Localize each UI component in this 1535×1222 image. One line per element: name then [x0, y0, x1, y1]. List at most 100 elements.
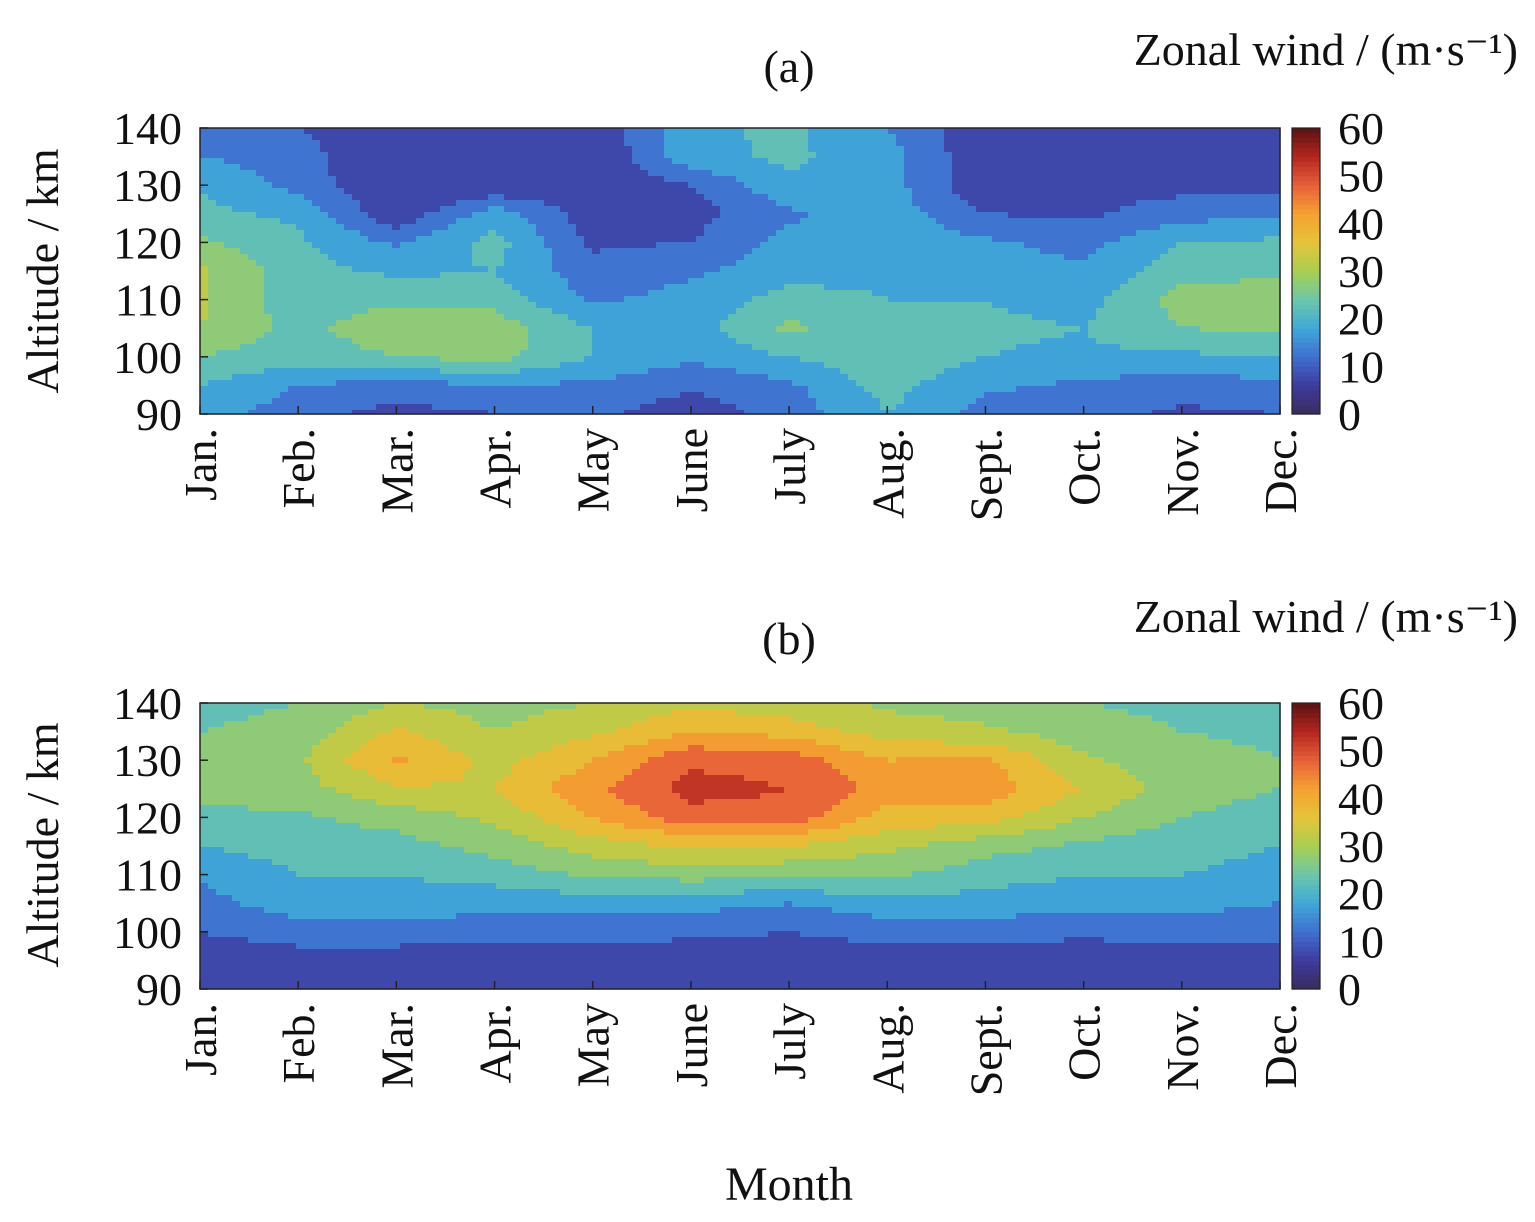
heatmap-cell [328, 218, 337, 225]
heatmap-cell [456, 128, 465, 135]
heatmap-cell [312, 242, 321, 249]
heatmap-cell [576, 182, 585, 189]
heatmap-cell [1256, 326, 1265, 333]
heatmap-cell [328, 254, 337, 261]
heatmap-cell [1272, 260, 1281, 267]
heatmap-cell [680, 128, 689, 135]
heatmap-cell [1240, 326, 1249, 333]
heatmap-cell [360, 326, 369, 333]
heatmap-cell [1072, 260, 1081, 267]
heatmap-cell [936, 290, 945, 297]
heatmap-cell [992, 236, 1001, 243]
heatmap-cell [904, 200, 913, 207]
heatmap-cell [784, 200, 793, 207]
heatmap-cell [1136, 284, 1145, 291]
heatmap-cell [1064, 134, 1073, 141]
heatmap-cell [608, 164, 617, 171]
heatmap-cell [744, 170, 753, 177]
heatmap-cell [744, 158, 753, 165]
heatmap-cell [1056, 200, 1065, 207]
heatmap-cell [1168, 200, 1177, 207]
heatmap-cell [392, 332, 401, 339]
heatmap-cell [712, 146, 721, 153]
heatmap-cell [416, 236, 425, 243]
heatmap-cell [1152, 218, 1161, 225]
heatmap-cell [712, 284, 721, 291]
heatmap-cell [408, 188, 417, 195]
heatmap-cell [328, 290, 337, 297]
heatmap-cell [208, 338, 217, 345]
heatmap-cell [328, 164, 337, 171]
heatmap-cell [576, 260, 585, 267]
heatmap-cell [448, 326, 457, 333]
heatmap-cell [1224, 188, 1233, 195]
heatmap-cell [1232, 302, 1241, 309]
heatmap-cell [512, 194, 521, 201]
heatmap-cell [704, 218, 713, 225]
heatmap-cell [344, 338, 353, 345]
heatmap-cell [768, 332, 777, 339]
heatmap-cell [808, 170, 817, 177]
heatmap-cell [608, 326, 617, 333]
heatmap-cell [456, 254, 465, 261]
heatmap-cell [856, 200, 865, 207]
heatmap-cell [888, 314, 897, 321]
heatmap-cell [1160, 338, 1169, 345]
heatmap-cell [864, 158, 873, 165]
heatmap-cell [696, 176, 705, 183]
heatmap-cell [664, 134, 673, 141]
heatmap-cell [312, 266, 321, 273]
heatmap-cell [496, 236, 505, 243]
heatmap-cell [728, 128, 737, 135]
heatmap-cell [376, 176, 385, 183]
heatmap-cell [464, 266, 473, 273]
heatmap-cell [288, 152, 297, 159]
heatmap-cell [712, 164, 721, 171]
heatmap-cell [816, 212, 825, 219]
heatmap-cell [1272, 326, 1281, 333]
heatmap-cell [944, 212, 953, 219]
heatmap-cell [1048, 212, 1057, 219]
heatmap-cell [432, 332, 441, 339]
heatmap-cell [280, 308, 289, 315]
heatmap-cell [1200, 284, 1209, 291]
heatmap-cell [432, 290, 441, 297]
heatmap-cell [384, 236, 393, 243]
heatmap-cell [512, 146, 521, 153]
heatmap-cell [1072, 158, 1081, 165]
heatmap-cell [792, 212, 801, 219]
heatmap-cell [216, 284, 225, 291]
heatmap-cell [920, 248, 929, 255]
heatmap-cell [1176, 134, 1185, 141]
heatmap-cell [752, 128, 761, 135]
heatmap-cell [240, 254, 249, 261]
heatmap-cell [1120, 260, 1129, 267]
heatmap-cell [824, 320, 833, 327]
heatmap-cell [808, 230, 817, 237]
heatmap-cell [984, 152, 993, 159]
heatmap-cell [400, 344, 409, 351]
heatmap-cell [688, 218, 697, 225]
heatmap-cell [848, 302, 857, 309]
heatmap-cell [416, 296, 425, 303]
heatmap-cell [616, 272, 625, 279]
heatmap-cell [744, 266, 753, 273]
heatmap-cell [216, 260, 225, 267]
heatmap-cell [512, 326, 521, 333]
heatmap-cell [272, 158, 281, 165]
heatmap-cell [424, 194, 433, 201]
heatmap-cell [632, 338, 641, 345]
heatmap-cell [568, 218, 577, 225]
heatmap-cell [944, 272, 953, 279]
heatmap-cell [672, 236, 681, 243]
heatmap-cell [1096, 182, 1105, 189]
heatmap-cell [272, 260, 281, 267]
heatmap-cell [1144, 182, 1153, 189]
heatmap-cell [488, 266, 497, 273]
heatmap-cell [680, 224, 689, 231]
heatmap-cell [1272, 278, 1281, 285]
heatmap-cell [272, 146, 281, 153]
heatmap-cell [360, 206, 369, 213]
heatmap-cell [952, 272, 961, 279]
heatmap-cell [328, 140, 337, 147]
